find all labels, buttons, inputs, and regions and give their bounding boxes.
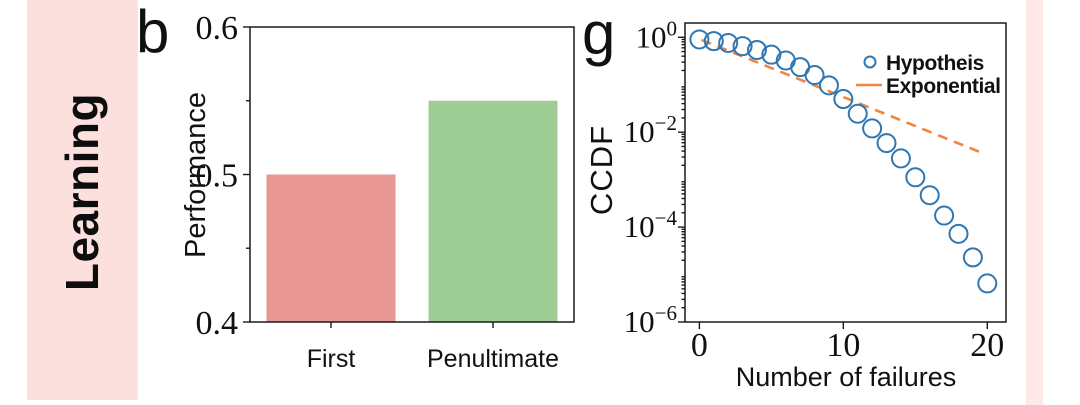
data-point-circle bbox=[919, 185, 940, 206]
ccdf-ylabel: CCDF bbox=[584, 125, 619, 215]
data-point-circle bbox=[804, 65, 825, 86]
ccdf-xtick-label: 10 bbox=[826, 327, 860, 364]
bar-ylabel: Performance bbox=[180, 92, 212, 258]
legend-marker-hypotheis bbox=[863, 55, 877, 69]
data-point-circle bbox=[718, 32, 739, 53]
data-point-circle bbox=[847, 103, 868, 124]
bar-first bbox=[266, 174, 396, 322]
data-point-circle bbox=[732, 36, 753, 57]
ccdf-ytick-label: 10−2 bbox=[624, 111, 677, 149]
data-point-circle bbox=[934, 205, 955, 226]
panel-label-g: g bbox=[582, 0, 616, 67]
data-point-circle bbox=[948, 223, 969, 244]
legend-label-exponential: Exponential bbox=[886, 75, 1001, 98]
data-point-circle bbox=[689, 29, 710, 50]
data-point-circle bbox=[876, 133, 897, 154]
bar-ytick-label: 0.4 bbox=[196, 305, 239, 342]
data-point-circle bbox=[890, 148, 911, 169]
bar-ytick-label: 0.6 bbox=[196, 10, 239, 47]
ccdf-ytick-label: 100 bbox=[636, 16, 678, 54]
ccdf-ytick-label: 10−6 bbox=[624, 301, 677, 339]
data-point-circle bbox=[703, 31, 724, 52]
ccdf-xtick-label: 0 bbox=[691, 327, 708, 364]
data-point-circle bbox=[962, 247, 983, 268]
data-point-circle bbox=[746, 39, 767, 60]
right-accent-strip bbox=[1026, 0, 1043, 405]
ccdf-xtick-label: 20 bbox=[970, 327, 1004, 364]
data-point-circle bbox=[977, 273, 998, 294]
bar-chart: 0.4 0.5 0.6 First Penultimate bbox=[196, 10, 575, 373]
bar-xtick-label: First bbox=[307, 345, 356, 373]
panel-label-b: b bbox=[136, 0, 170, 65]
ccdf-xlabel: Number of failures bbox=[736, 362, 957, 392]
bar-xtick-label: Penultimate bbox=[427, 345, 559, 373]
ccdf-ytick-label: 10−4 bbox=[624, 206, 678, 244]
data-point-circle bbox=[761, 44, 782, 65]
bar-penultimate bbox=[428, 100, 558, 322]
data-point-circle bbox=[905, 167, 926, 188]
learning-band: Learning bbox=[27, 0, 138, 400]
bar-ytick-label: 0.5 bbox=[196, 158, 239, 195]
data-point-circle bbox=[862, 118, 883, 139]
data-point-circle bbox=[833, 89, 854, 110]
legend-label-hypotheis: Hypotheis bbox=[886, 52, 984, 75]
series-hypotheis-markers bbox=[689, 29, 998, 294]
ccdf-plot-frame bbox=[684, 22, 1007, 323]
data-point-circle bbox=[818, 75, 839, 96]
